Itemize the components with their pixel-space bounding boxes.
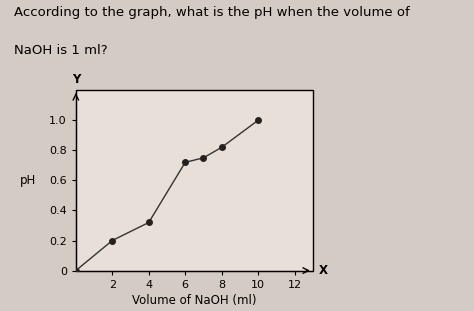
Text: According to the graph, what is the pH when the volume of: According to the graph, what is the pH w… — [14, 6, 410, 19]
Text: Y: Y — [72, 73, 80, 86]
Y-axis label: pH: pH — [20, 174, 36, 187]
Text: NaOH is 1 ml?: NaOH is 1 ml? — [14, 44, 108, 57]
X-axis label: Volume of NaOH (ml): Volume of NaOH (ml) — [132, 294, 256, 307]
Text: X: X — [319, 264, 328, 277]
